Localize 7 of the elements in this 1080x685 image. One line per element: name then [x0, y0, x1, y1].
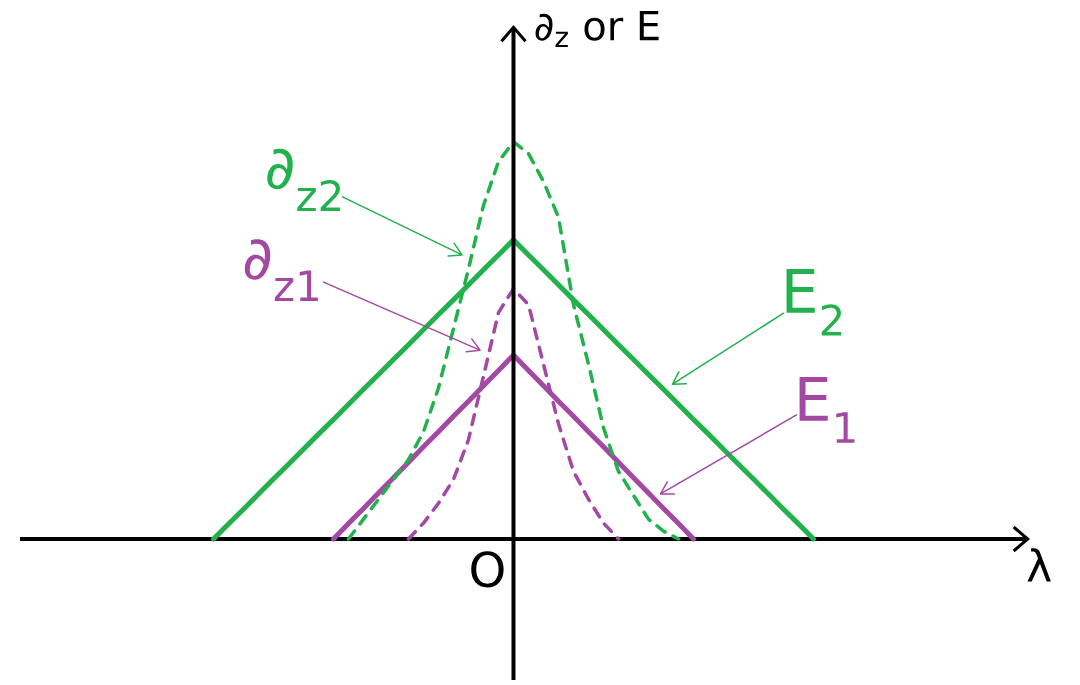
text: E$_{2}$: [786, 269, 842, 336]
text: ∂$_{z1}$: [244, 239, 318, 302]
text: E$_{1}$: [799, 377, 855, 443]
y-axis-title: ∂$_{z}$ or E: [535, 11, 659, 47]
text: O: [471, 551, 504, 588]
text: ∂$_{z2}$: [267, 148, 341, 212]
x-axis-title: λ: [1027, 548, 1051, 582]
